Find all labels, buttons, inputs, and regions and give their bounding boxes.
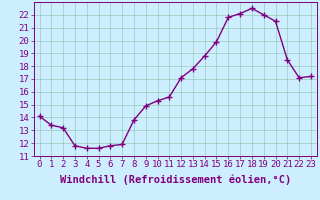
X-axis label: Windchill (Refroidissement éolien,°C): Windchill (Refroidissement éolien,°C) xyxy=(60,175,291,185)
